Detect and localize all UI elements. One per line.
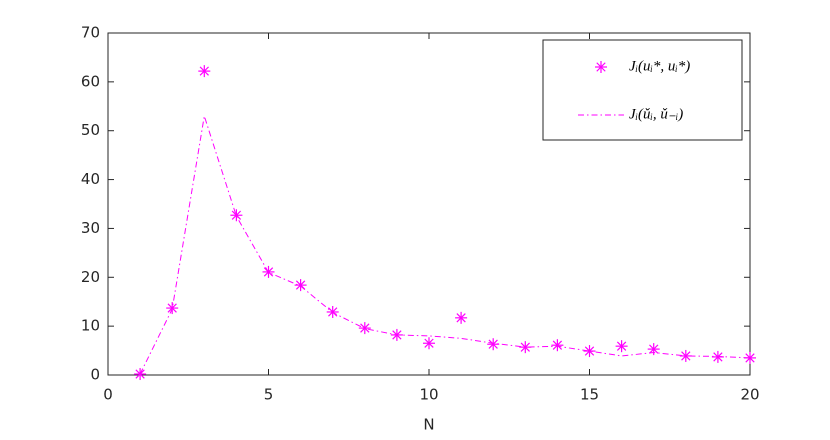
data-point: [647, 343, 660, 356]
legend-box: [542, 39, 743, 141]
marker-stroke: [295, 280, 306, 290]
x-tick-label: 10: [419, 386, 438, 404]
marker-stroke: [231, 210, 242, 220]
legend-label: Jᵢ(ǔᵢ, ǔ₋ᵢ): [629, 106, 683, 122]
data-point: [487, 338, 500, 351]
data-point: [423, 337, 435, 350]
marker-stroke: [552, 340, 563, 350]
x-tick-label: 0: [103, 386, 113, 404]
data-point: [294, 279, 307, 292]
marker-stroke: [745, 353, 755, 363]
marker-stroke: [596, 62, 606, 72]
y-tick-label: 30: [81, 219, 100, 237]
y-tick-label: 0: [90, 366, 100, 384]
legend-label: Jᵢ(uᵢ*, uᵢ*): [629, 58, 690, 74]
marker-stroke: [199, 66, 209, 76]
y-tick-label: 60: [81, 72, 100, 90]
marker-stroke: [456, 313, 466, 323]
x-tick-label: 20: [740, 386, 759, 404]
series-line: [139, 115, 751, 375]
marker-stroke: [649, 344, 659, 354]
legend-marker: [595, 61, 607, 73]
y-tick-label: 20: [81, 268, 100, 286]
data-point: [198, 65, 211, 78]
data-point: [551, 339, 564, 352]
x-tick-label: 5: [264, 386, 274, 404]
data-point: [455, 311, 468, 324]
marker-stroke: [584, 346, 595, 356]
data-point: [230, 209, 243, 222]
data-point: [583, 345, 596, 358]
data-point: [615, 340, 628, 353]
marker-stroke: [424, 338, 434, 348]
marker-stroke: [488, 339, 498, 349]
y-tick-label: 70: [81, 24, 100, 42]
y-tick-label: 40: [81, 170, 100, 188]
x-axis-label: N: [423, 416, 434, 434]
x-tick-label: 15: [580, 386, 599, 404]
marker-stroke: [616, 341, 627, 351]
y-tick-label: 10: [81, 317, 100, 335]
y-tick-label: 50: [81, 121, 100, 139]
